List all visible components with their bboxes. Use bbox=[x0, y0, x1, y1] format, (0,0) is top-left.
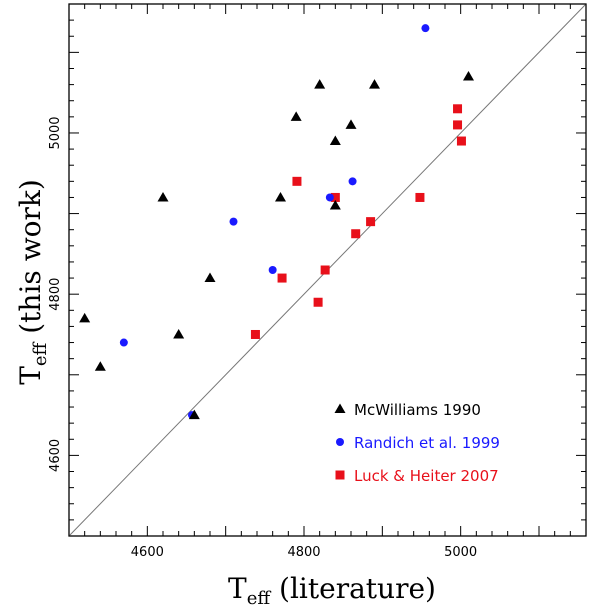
data-point bbox=[453, 120, 463, 130]
y-tick-label: 4800 bbox=[48, 278, 63, 311]
data-point bbox=[325, 193, 334, 202]
y-tick-label: 4600 bbox=[48, 439, 63, 472]
data-point bbox=[188, 409, 200, 420]
data-point bbox=[173, 328, 185, 339]
data-point bbox=[320, 265, 330, 275]
legend-label: Randich et al. 1999 bbox=[354, 434, 500, 452]
data-point bbox=[366, 217, 376, 227]
data-point bbox=[329, 200, 341, 210]
data-point bbox=[369, 79, 380, 89]
data-point bbox=[415, 192, 425, 202]
data-point bbox=[94, 361, 106, 371]
data-point bbox=[351, 229, 361, 239]
data-point bbox=[277, 273, 287, 283]
data-point bbox=[313, 297, 323, 307]
data-point bbox=[229, 217, 238, 226]
data-point bbox=[292, 176, 302, 186]
data-point bbox=[456, 136, 466, 146]
data-point bbox=[119, 338, 128, 347]
x-axis-title: Teff (literature) bbox=[228, 572, 436, 609]
legend-marker bbox=[335, 470, 345, 480]
data-point bbox=[290, 111, 302, 121]
y-tick-label: 5000 bbox=[48, 116, 63, 149]
y-axis-title: Teff (this work) bbox=[14, 179, 51, 385]
legend: McWilliams 1990 Randich et al. 1999 Luck &… bbox=[334, 401, 500, 485]
data-point bbox=[204, 272, 216, 283]
data-point bbox=[330, 192, 340, 202]
data-point bbox=[453, 104, 463, 114]
data-point bbox=[157, 191, 169, 202]
legend-label: McWilliams 1990 bbox=[354, 401, 481, 419]
data-point bbox=[268, 266, 277, 274]
data-point bbox=[329, 135, 341, 146]
data-point bbox=[463, 71, 474, 81]
x-tick-label: 4800 bbox=[287, 545, 320, 560]
legend-label: Luck & Heiter 2007 bbox=[354, 467, 499, 485]
data-point bbox=[79, 312, 91, 323]
plot-area: 4600 4800 5000 4600 4800 5000 bbox=[48, 3, 587, 560]
plot-frame bbox=[68, 3, 587, 537]
data-point bbox=[314, 79, 326, 89]
data-point bbox=[250, 329, 260, 339]
data-point bbox=[345, 119, 357, 129]
data-point bbox=[275, 191, 286, 202]
legend-marker bbox=[336, 438, 344, 446]
x-tick-label: 5000 bbox=[444, 545, 477, 560]
data-point bbox=[421, 24, 430, 33]
data-point bbox=[348, 177, 357, 186]
x-tick-label: 4600 bbox=[131, 545, 164, 560]
legend-marker bbox=[334, 403, 346, 413]
